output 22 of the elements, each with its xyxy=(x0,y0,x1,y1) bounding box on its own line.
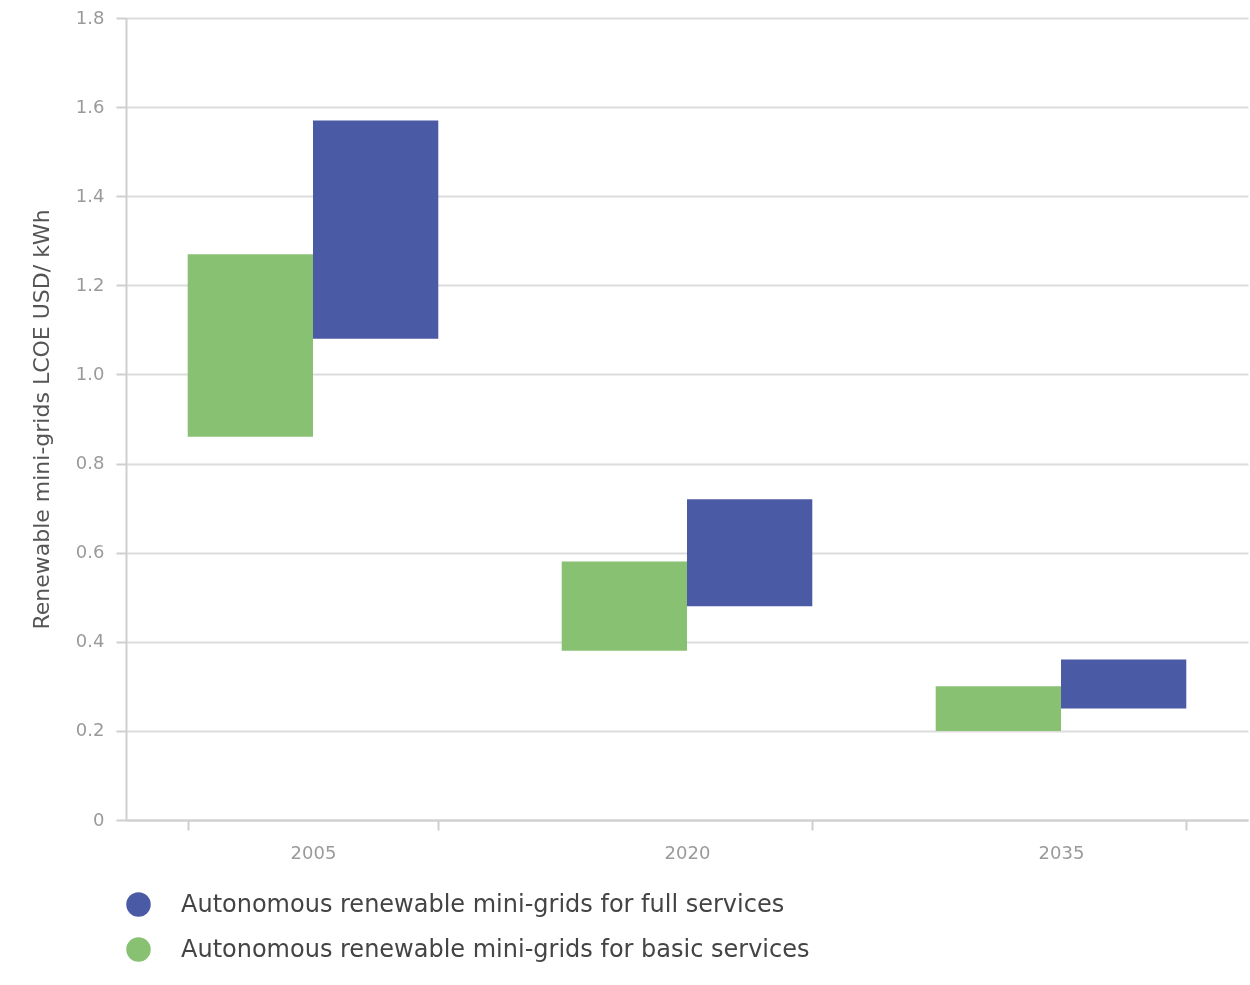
y-tick-label: 0.2 xyxy=(75,719,105,741)
y-tick-label: 1.8 xyxy=(75,6,105,28)
bar xyxy=(687,499,813,607)
x-tick-label: 2005 xyxy=(290,841,337,863)
bar xyxy=(935,686,1061,731)
y-tick-label: 0.8 xyxy=(75,452,105,474)
x-tick-label: 2035 xyxy=(1038,841,1085,863)
bar xyxy=(187,254,313,437)
y-tick-label: 1.2 xyxy=(75,273,105,295)
bar xyxy=(561,561,687,651)
bar xyxy=(1061,659,1187,709)
legend-label: Autonomous renewable mini-grids for full services xyxy=(181,889,785,918)
legend-label: Autonomous renewable mini-grids for basic services xyxy=(181,934,810,963)
y-tick-label: 1.0 xyxy=(75,362,105,384)
y-tick-label: 0.4 xyxy=(75,630,105,652)
x-tick-label: 2020 xyxy=(664,841,711,863)
y-tick-label: 1.6 xyxy=(75,95,105,117)
y-tick-label: 0.6 xyxy=(75,541,105,563)
y-tick-label: 1.4 xyxy=(75,184,105,206)
y-axis-title: Renewable mini-grids LCOE USD/ kWh xyxy=(28,209,54,630)
bar xyxy=(313,120,439,339)
y-tick-label: 0 xyxy=(93,808,105,830)
